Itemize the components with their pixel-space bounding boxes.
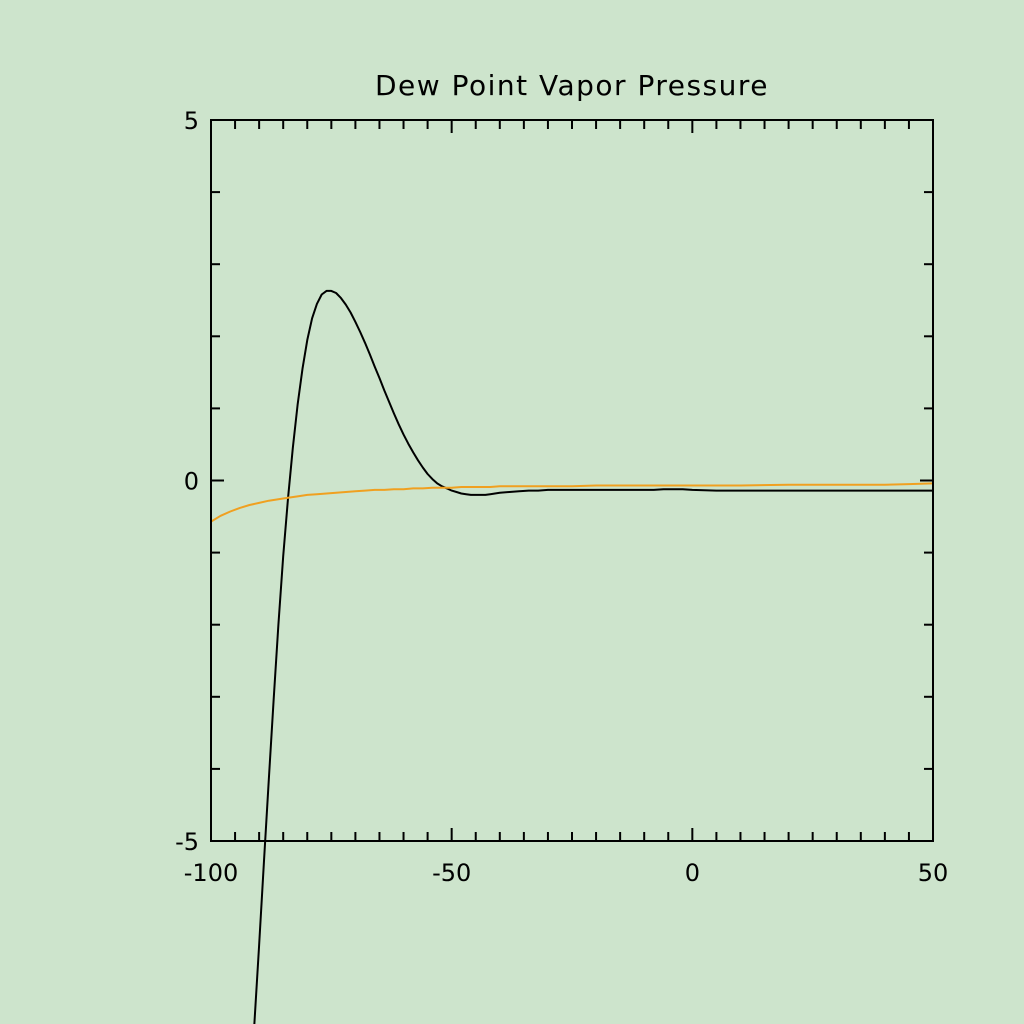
x-tick-label: 0 <box>685 859 700 887</box>
chart-title: Dew Point Vapor Pressure <box>375 69 769 102</box>
tick-layer <box>210 119 934 842</box>
y-tick-label: 5 <box>184 107 199 135</box>
y-tick-label: -5 <box>175 828 199 856</box>
series-line-2 <box>210 482 934 523</box>
x-tick-label: -100 <box>184 859 238 887</box>
plot-frame <box>210 119 934 842</box>
series-line-1 <box>253 289 933 1024</box>
tick-label-layer: -100 -50 0 50-505 <box>175 107 948 887</box>
y-tick-label: 0 <box>184 468 199 496</box>
x-tick-label: -50 <box>432 859 471 887</box>
x-tick-label: 50 <box>918 859 949 887</box>
series-layer <box>210 289 934 1024</box>
